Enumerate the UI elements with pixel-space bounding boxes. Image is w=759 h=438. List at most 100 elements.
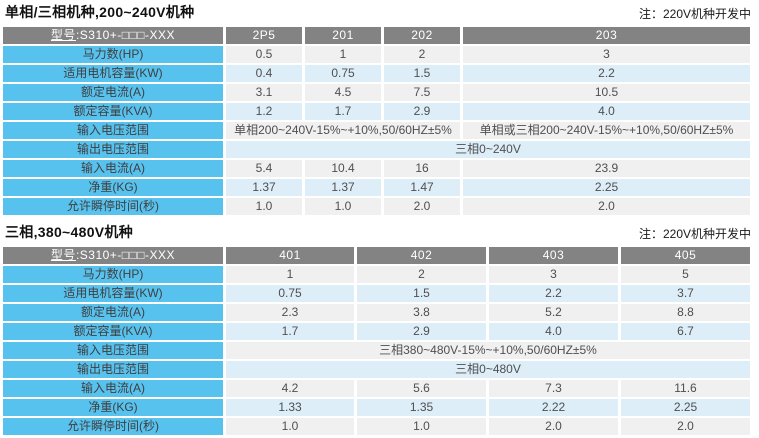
cell-value: 2 [357, 266, 486, 283]
cell-value: 5 [621, 266, 750, 283]
section-note: 注：220V机种开发中 [638, 7, 751, 21]
table-row: 允许瞬停时间(秒) 1.0 1.0 2.0 2.0 [3, 418, 750, 435]
cell-value-span: 三相380~480V-15%~+10%,50/60HZ±5% [226, 342, 750, 359]
cell-value: 1.33 [226, 399, 354, 416]
table-row: 输入电流(A) 5.4 10.4 16 23.9 [3, 160, 750, 177]
table-header-row: 型号:S310+-□□□-XXX 401 402 403 405 [3, 247, 750, 264]
table-row: 净重(KG) 1.37 1.37 1.47 2.25 [3, 179, 750, 196]
row-label: 马力数(HP) [3, 266, 223, 283]
cell-value: 2.0 [621, 418, 750, 435]
model-header-403: 403 [489, 247, 618, 264]
cell-value: 1.0 [305, 198, 381, 215]
cell-value: 1.47 [384, 179, 460, 196]
row-label: 允许瞬停时间(秒) [3, 418, 223, 435]
cell-value-span: 单相或三相200~240V-15%~+10%,50/60HZ±5% [463, 122, 750, 139]
cell-value: 1.35 [357, 399, 486, 416]
cell-value: 5.6 [357, 380, 486, 397]
cell-value: 3 [489, 266, 618, 283]
cell-value-span: 单相200~240V-15%~+10%,50/60HZ±5% [226, 122, 460, 139]
cell-value-span: 三相0~480V [226, 361, 750, 378]
table-row: 输入电流(A) 4.2 5.6 7.3 11.6 [3, 380, 750, 397]
row-label: 额定容量(KVA) [3, 323, 223, 340]
model-header-401: 401 [226, 247, 354, 264]
model-header-2P5: 2P5 [226, 27, 302, 44]
cell-value: 4.5 [305, 84, 381, 101]
row-label: 额定容量(KVA) [3, 103, 223, 120]
cell-value: 2.3 [226, 304, 354, 321]
cell-value: 1.7 [226, 323, 354, 340]
cell-value: 5.4 [226, 160, 302, 177]
model-label-suffix: :S310+-□□□-XXX [75, 28, 176, 42]
cell-value: 4.2 [226, 380, 354, 397]
spec-section-380-480v: 三相,380~480V机种 注：220V机种开发中 型号:S310+-□□□-X… [0, 221, 759, 437]
cell-value: 0.4 [226, 65, 302, 82]
row-label: 输入电流(A) [3, 160, 223, 177]
cell-value: 11.6 [621, 380, 750, 397]
spec-section-200-240v: 单相/三相机种,200~240V机种 注：220V机种开发中 型号:S310+-… [0, 1, 759, 217]
table-row: 额定容量(KVA) 1.2 1.7 2.9 4.0 [3, 103, 750, 120]
row-label: 适用电机容量(KW) [3, 285, 223, 302]
model-label-prefix: 型号 [50, 248, 76, 262]
cell-value-span: 三相0~240V [226, 141, 750, 158]
row-label: 适用电机容量(KW) [3, 65, 223, 82]
cell-value: 1 [226, 266, 354, 283]
cell-value: 5.2 [489, 304, 618, 321]
cell-value: 0.5 [226, 46, 302, 63]
model-header-202: 202 [384, 27, 460, 44]
table-row: 适用电机容量(KW) 0.4 0.75 1.5 2.2 [3, 65, 750, 82]
cell-value: 7.3 [489, 380, 618, 397]
cell-value: 2.0 [489, 418, 618, 435]
cell-value: 2.25 [621, 399, 750, 416]
cell-value: 1.37 [305, 179, 381, 196]
cell-value: 10.5 [463, 84, 750, 101]
cell-value: 7.5 [384, 84, 460, 101]
table-row: 输出电压范围 三相0~240V [3, 141, 750, 158]
cell-value: 1.5 [357, 285, 486, 302]
table-row: 马力数(HP) 1 2 3 5 [3, 266, 750, 283]
row-label: 净重(KG) [3, 179, 223, 196]
cell-value: 2.0 [463, 198, 750, 215]
spec-table-200-240v: 型号:S310+-□□□-XXX 2P5 201 202 203 马力数(HP) 0.5 1 2… [0, 25, 753, 217]
cell-value: 1.0 [357, 418, 486, 435]
section-header-row: 三相,380~480V机种 注：220V机种开发中 [0, 221, 759, 245]
cell-value: 1.2 [226, 103, 302, 120]
table-header-row: 型号:S310+-□□□-XXX 2P5 201 202 203 [3, 27, 750, 44]
table-row: 输入电压范围 三相380~480V-15%~+10%,50/60HZ±5% [3, 342, 750, 359]
cell-value: 0.75 [305, 65, 381, 82]
row-label: 允许瞬停时间(秒) [3, 198, 223, 215]
table-row: 额定电流(A) 2.3 3.8 5.2 8.8 [3, 304, 750, 321]
row-label: 净重(KG) [3, 399, 223, 416]
model-header-402: 402 [357, 247, 486, 264]
cell-value: 4.0 [489, 323, 618, 340]
row-label: 输入电流(A) [3, 380, 223, 397]
table-row: 净重(KG) 1.33 1.35 2.22 2.25 [3, 399, 750, 416]
model-label-prefix: 型号 [50, 28, 76, 42]
cell-value: 23.9 [463, 160, 750, 177]
table-row: 额定容量(KVA) 1.7 2.9 4.0 6.7 [3, 323, 750, 340]
cell-value: 1.7 [305, 103, 381, 120]
table-row: 马力数(HP) 0.5 1 2 3 [3, 46, 750, 63]
row-label: 输出电压范围 [3, 141, 223, 158]
cell-value: 2.25 [463, 179, 750, 196]
cell-value: 2.2 [463, 65, 750, 82]
section-title: 三相,380~480V机种 [5, 224, 134, 240]
cell-value: 2.2 [489, 285, 618, 302]
cell-value: 3.8 [357, 304, 486, 321]
cell-value: 2 [384, 46, 460, 63]
spec-table-380-480v: 型号:S310+-□□□-XXX 401 402 403 405 马力数(HP) 1 2 3 5 适… [0, 245, 753, 437]
table-row: 输出电压范围 三相0~480V [3, 361, 750, 378]
cell-value: 0.75 [226, 285, 354, 302]
row-label: 输入电压范围 [3, 122, 223, 139]
table-row: 输入电压范围 单相200~240V-15%~+10%,50/60HZ±5% 单相或三… [3, 122, 750, 139]
section-note: 注：220V机种开发中 [638, 227, 751, 241]
row-label: 输入电压范围 [3, 342, 223, 359]
cell-value: 2.9 [384, 103, 460, 120]
cell-value: 1.5 [384, 65, 460, 82]
cell-value: 4.0 [463, 103, 750, 120]
cell-value: 1.37 [226, 179, 302, 196]
cell-value: 1 [305, 46, 381, 63]
model-label-suffix: :S310+-□□□-XXX [75, 248, 176, 262]
row-label: 额定电流(A) [3, 304, 223, 321]
cell-value: 8.8 [621, 304, 750, 321]
